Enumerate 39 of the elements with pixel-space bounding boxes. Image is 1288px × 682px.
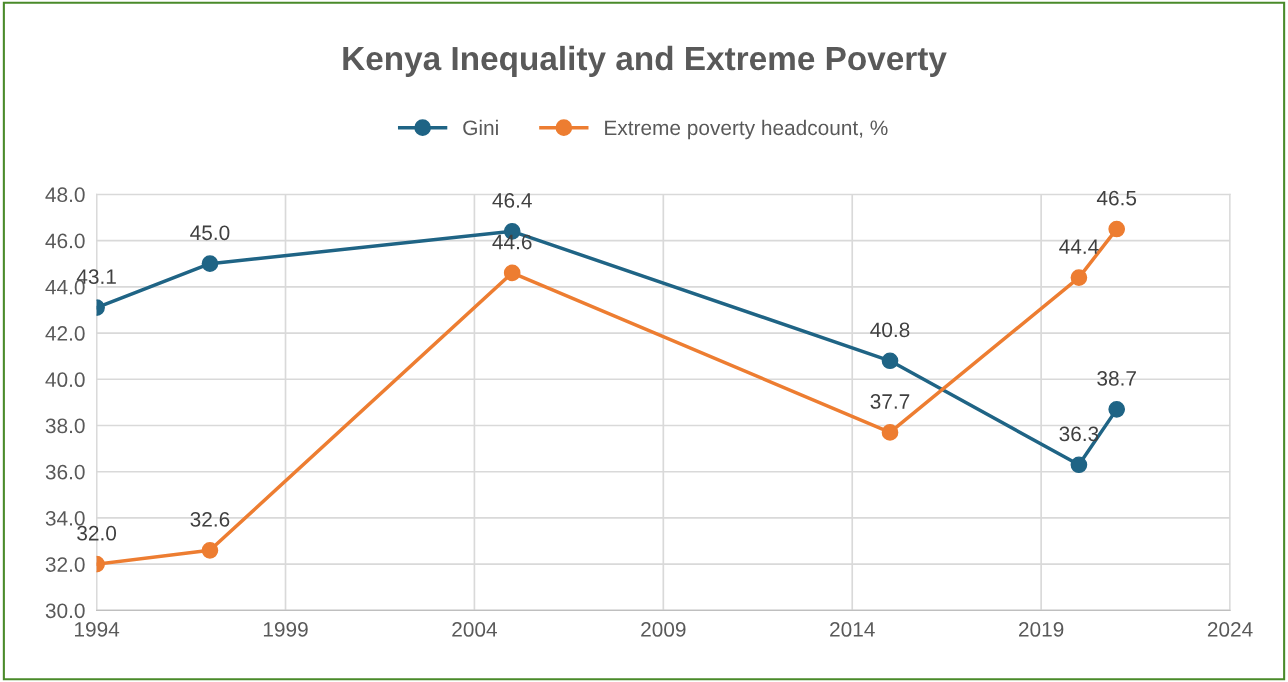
- legend-label: Extreme poverty headcount, %: [605, 119, 888, 140]
- x-tick-label: 1994: [75, 622, 120, 637]
- data-label: 40.8: [870, 322, 910, 338]
- y-tick-label: 34.0: [45, 510, 85, 526]
- x-tick-label: 2019: [1019, 622, 1064, 637]
- point: [881, 424, 899, 441]
- y-tick-label: 40.0: [45, 372, 85, 388]
- y-tick-label: 36.0: [45, 464, 85, 480]
- point: [1108, 220, 1126, 238]
- y-tick-label: 46.0: [45, 233, 85, 249]
- y-tick-label: 32.0: [45, 557, 85, 572]
- point: [201, 255, 219, 273]
- legend-label: Gini: [463, 119, 498, 136]
- data-label: 36.3: [1059, 426, 1099, 442]
- x-tick-label: 2024: [1207, 622, 1253, 637]
- data-label: 46.4: [492, 193, 532, 208]
- data-label: 38.7: [1097, 371, 1136, 386]
- x-tick-label: 1999: [263, 622, 308, 637]
- data-label: 32.0: [77, 525, 117, 541]
- point: [201, 541, 219, 559]
- y-tick-label: 30.0: [45, 603, 85, 619]
- y-tick-label: 42.0: [45, 326, 85, 341]
- data-label: 32.6: [190, 511, 230, 527]
- chart-title: Kenya Inequality and Extreme Poverty: [343, 45, 947, 77]
- y-tick-label: 38.0: [45, 418, 85, 434]
- point: [881, 352, 899, 370]
- data-label: 46.5: [1096, 190, 1137, 206]
- point: [503, 264, 521, 282]
- data-label: 37.7: [870, 394, 910, 409]
- x-tick-label: 2014: [830, 622, 875, 637]
- point: [1070, 269, 1088, 286]
- data-label: 45.0: [190, 225, 230, 241]
- y-tick-label: 48.0: [45, 187, 85, 203]
- data-label: 44.4: [1059, 239, 1099, 254]
- x-tick-label: 2004: [452, 622, 497, 637]
- data-label: 44.6: [492, 234, 532, 250]
- x-tick-label: 2009: [641, 622, 686, 637]
- point: [1070, 456, 1088, 474]
- point: [1108, 400, 1126, 418]
